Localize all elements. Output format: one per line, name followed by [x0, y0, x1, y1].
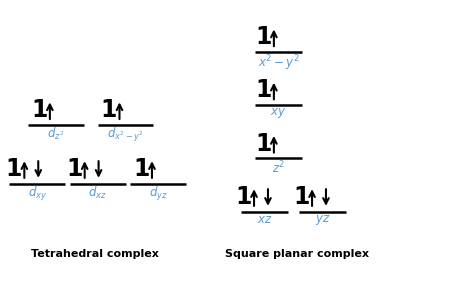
- Text: 1: 1: [255, 132, 271, 156]
- Text: $xy$: $xy$: [271, 106, 287, 121]
- Text: 1: 1: [31, 98, 48, 122]
- Text: 1: 1: [255, 25, 271, 49]
- Text: 1: 1: [255, 78, 271, 102]
- Text: $yz$: $yz$: [315, 213, 330, 227]
- Text: 1: 1: [101, 98, 117, 122]
- Text: $d_{yz}$: $d_{yz}$: [149, 185, 168, 203]
- Text: 1: 1: [293, 185, 310, 209]
- Text: Tetrahedral complex: Tetrahedral complex: [31, 248, 159, 259]
- Text: $d_{x^2-y^2}$: $d_{x^2-y^2}$: [107, 126, 144, 144]
- Text: 1: 1: [6, 157, 22, 181]
- Text: 1: 1: [235, 185, 252, 209]
- Text: $d_{z^2}$: $d_{z^2}$: [47, 126, 65, 142]
- Text: $x^2-y^2$: $x^2-y^2$: [258, 53, 300, 73]
- Text: $xz$: $xz$: [257, 213, 272, 226]
- Text: $d_{xy}$: $d_{xy}$: [28, 185, 47, 203]
- Text: $d_{xz}$: $d_{xz}$: [88, 185, 107, 201]
- Text: $z^2$: $z^2$: [272, 160, 285, 176]
- Text: 1: 1: [133, 157, 150, 181]
- Text: Square planar complex: Square planar complex: [225, 248, 369, 259]
- Text: 1: 1: [66, 157, 82, 181]
